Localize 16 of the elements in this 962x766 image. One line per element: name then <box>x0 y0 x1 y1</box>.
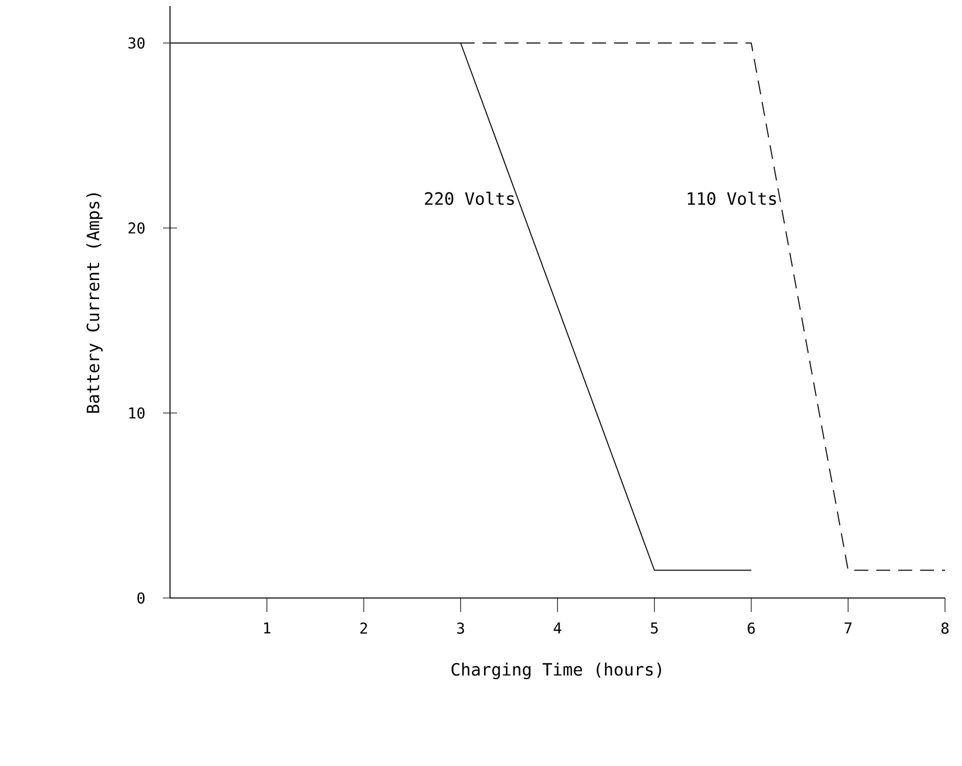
y-tick-label: 0 <box>137 592 144 604</box>
x-tick-label: 2 <box>360 622 367 634</box>
series-label: 220 Volts <box>425 192 514 205</box>
series-label: 110 Volts <box>688 192 776 205</box>
y-tick-label: 20 <box>128 222 144 234</box>
y-tick-label: 30 <box>128 37 144 49</box>
y-tick-label: 10 <box>129 407 144 419</box>
x-tick-label: 1 <box>264 622 270 634</box>
x-tick-label: 4 <box>554 622 562 634</box>
x-tick-label: 6 <box>748 622 755 634</box>
x-axis-title: Charging Time (hours) <box>452 662 662 680</box>
x-tick-label: 5 <box>650 622 658 634</box>
x-tick-label: 3 <box>457 622 464 634</box>
x-tick-label: 8 <box>941 622 949 634</box>
x-tick-label: 7 <box>844 622 852 634</box>
y-axis-title: Battery Current (Amps) <box>86 193 103 413</box>
